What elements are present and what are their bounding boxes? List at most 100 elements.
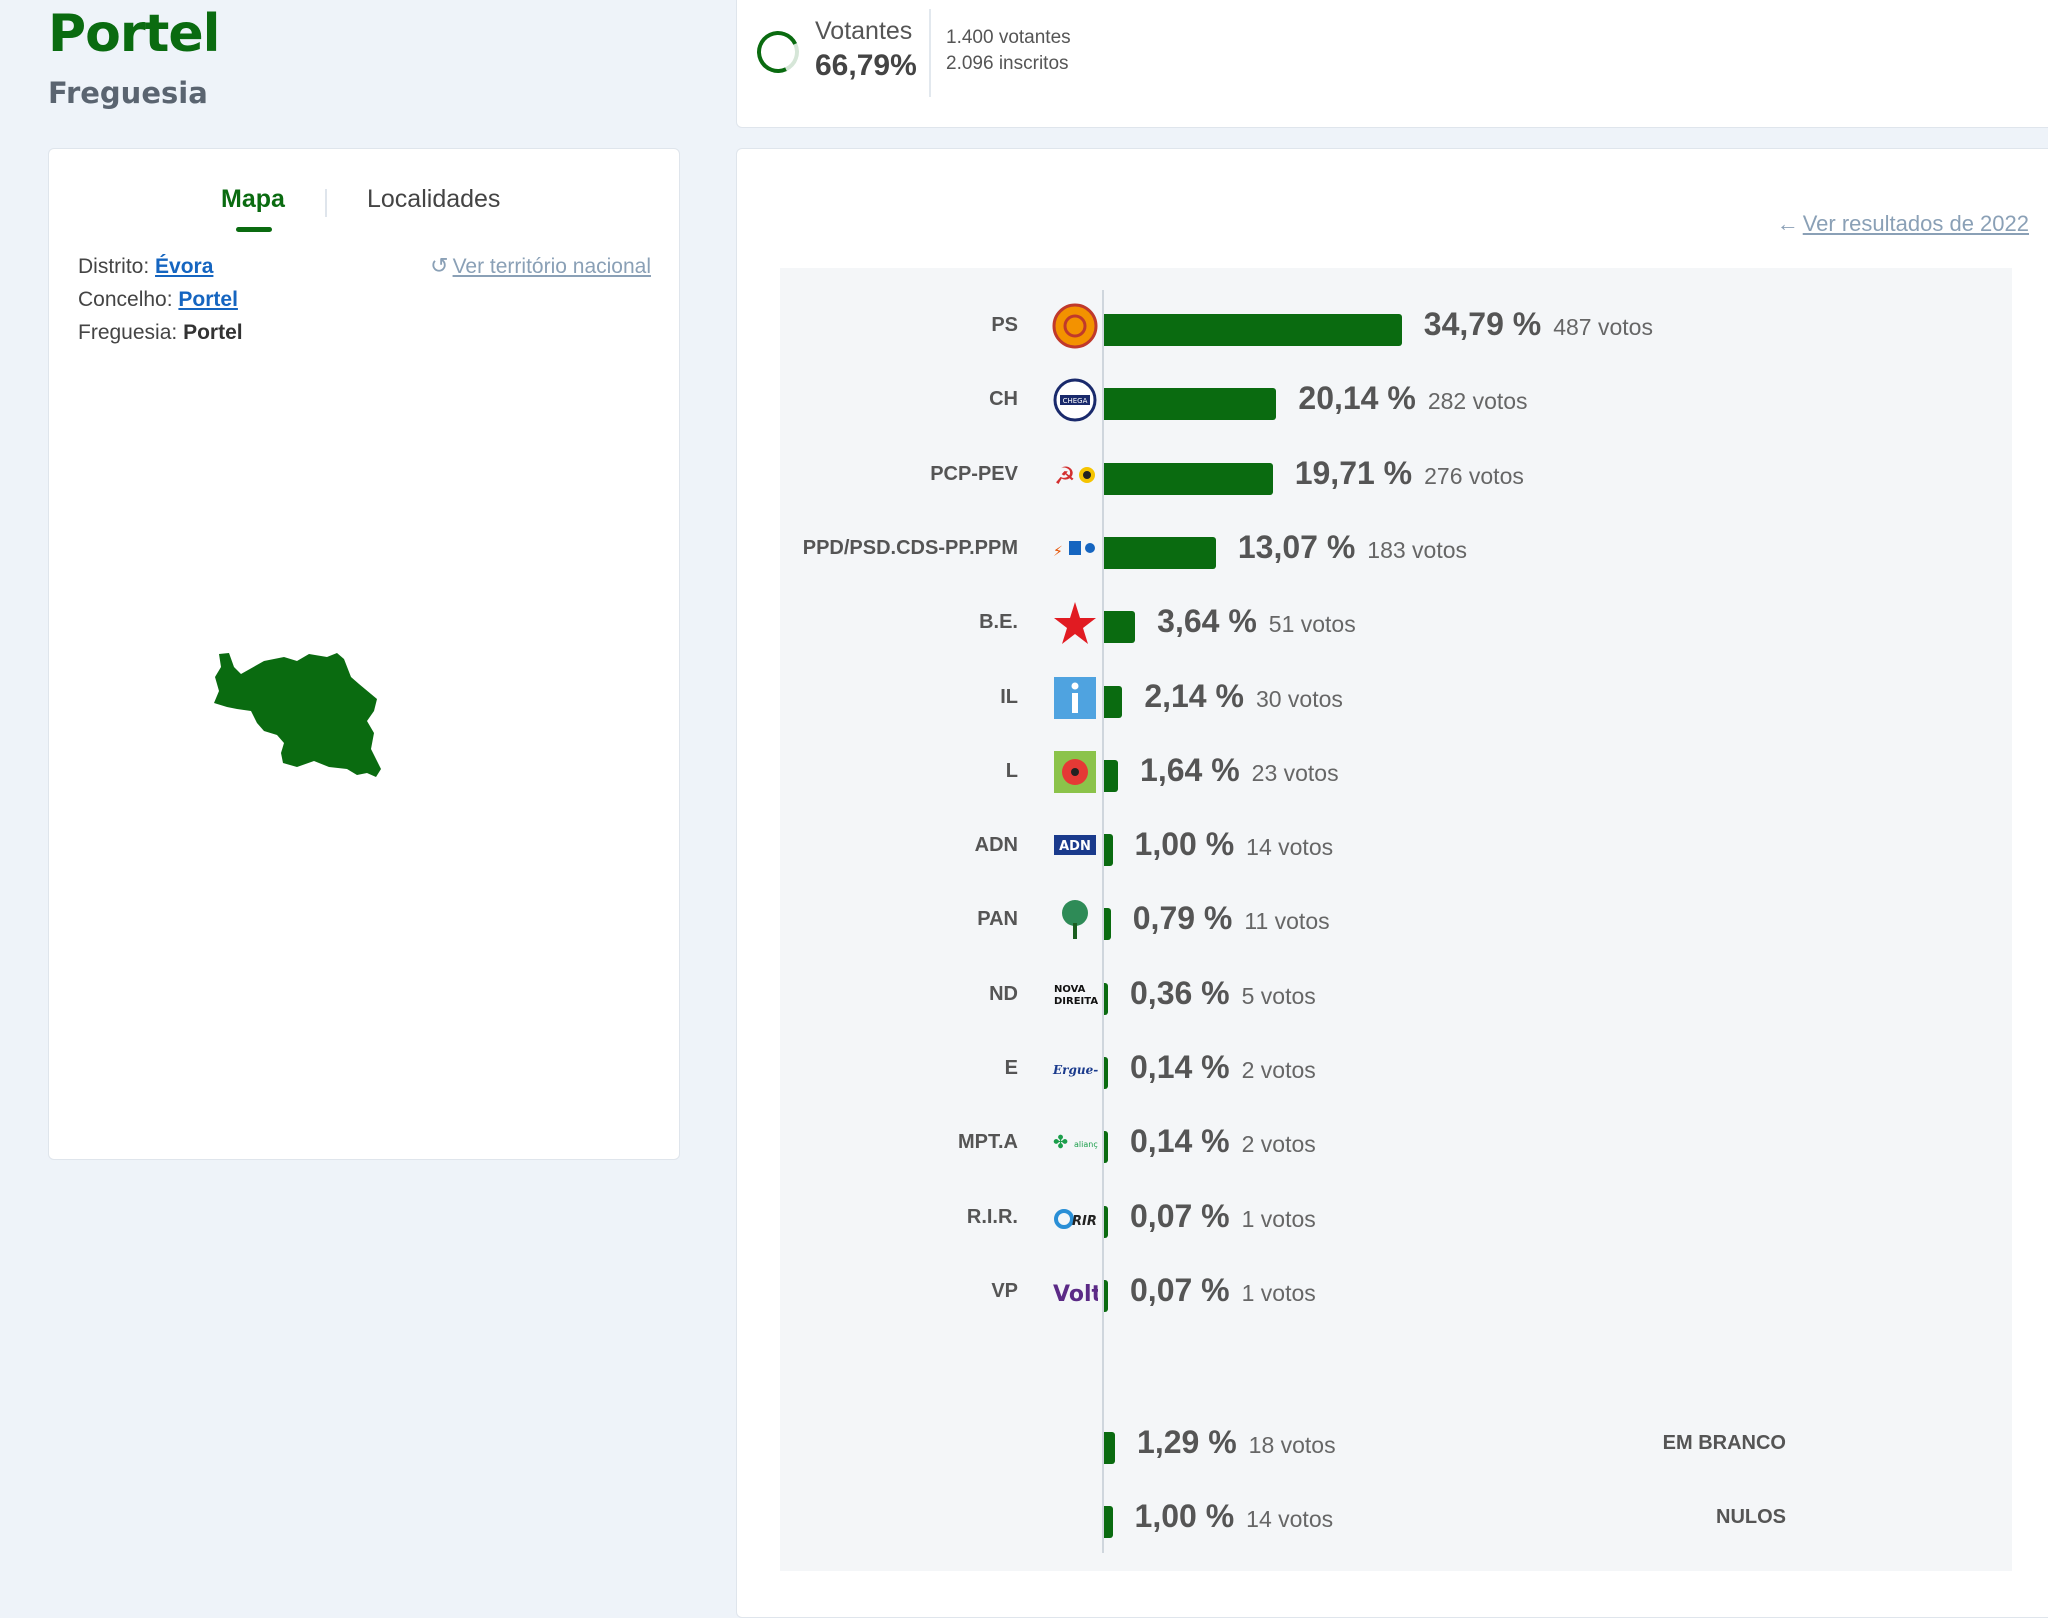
result-percent: 1,64 % 23 votos [1140, 751, 1339, 788]
result-row: E Ergue-te 0,14 %2 votos [780, 1043, 2012, 1095]
result-percent: 0,79 % 11 votos [1132, 900, 1330, 937]
undo-icon: ↺ [430, 253, 449, 278]
result-votes: 51 votos [1268, 611, 1356, 638]
svg-text:Volt: Volt [1053, 1282, 1098, 1307]
result-bar [1104, 1205, 1108, 1238]
svg-text:RIR: RIR [1072, 1214, 1097, 1229]
page-title: Portel [48, 4, 220, 64]
turnout-progress-icon [751, 25, 805, 79]
national-territory-link[interactable]: ↺ Ver território nacional [430, 253, 651, 278]
result-row: PPD/PSD.CDS-PP.PPM ⚡ 13,07 % 183 votos [780, 523, 2012, 575]
parish-map[interactable] [209, 649, 409, 799]
party-name: R.I.R. [966, 1205, 1018, 1228]
result-bar [1104, 982, 1108, 1015]
page-subtitle: Freguesia [48, 76, 208, 110]
ad-logo-icon: ⚡ [1053, 540, 1095, 560]
result-votes: 2 votos [1241, 1131, 1316, 1158]
arrow-left-icon: ← [1776, 211, 1799, 236]
tab-localidades[interactable]: Localidades [367, 185, 501, 213]
result-bar [1104, 388, 1277, 421]
result-percent: 0,07 % 1 votos [1130, 1197, 1316, 1234]
parish-row: Freguesia: Portel [78, 321, 243, 345]
result-percent: 0,36 % 5 votos [1130, 974, 1316, 1011]
be-star-logo-icon [1054, 602, 1096, 645]
district-label: Distrito: [78, 255, 150, 278]
result-row: NULOS 1,00 % 14 votos [780, 1492, 2012, 1544]
result-percent: 2,14 % 30 votos [1144, 677, 1343, 714]
county-link[interactable]: Portel [178, 288, 238, 311]
result-votes: 183 votos [1367, 536, 1468, 563]
result-percent: 34,79 % 487 votos [1423, 306, 1653, 342]
party-name: L [1005, 759, 1018, 782]
svg-text:DIREITA: DIREITA [1054, 996, 1098, 1007]
turnout-label: Votantes [815, 17, 913, 45]
result-bar [1104, 759, 1119, 792]
result-row: R.I.R. RIR 0,07 % 1 votos [780, 1192, 2012, 1244]
svg-text:NOVA: NOVA [1054, 984, 1086, 995]
result-votes: 5 votos [1241, 982, 1316, 1009]
parish-value: Portel [183, 321, 243, 344]
voters-count: 1.400 votantes [946, 27, 1071, 48]
svg-text:☭: ☭ [1054, 462, 1076, 490]
rir-logo-icon: RIR [1054, 1208, 1097, 1229]
cdu-logo-icon: ☭ [1054, 462, 1095, 490]
result-row: CH CHEGA 20,14 % 282 votos [780, 374, 2012, 426]
result-row: L 1,64 % 23 votos [780, 746, 2012, 798]
result-bar [1104, 314, 1402, 346]
result-votes: 487 votos [1553, 314, 1653, 340]
party-name: PAN [977, 908, 1018, 931]
district-row: Distrito: Évora [78, 255, 213, 279]
result-percent: 1,29 % 18 votos [1137, 1424, 1336, 1460]
party-name: PPD/PSD.CDS-PP.PPM [802, 536, 1018, 559]
result-votes: 282 votos [1427, 388, 1528, 415]
party-name: NULOS [1716, 1506, 1786, 1528]
county-label: Concelho: [78, 288, 173, 311]
result-percent: 19,71 % 276 votos [1294, 454, 1524, 491]
result-bar [1104, 834, 1113, 867]
pan-logo-icon [1062, 900, 1088, 940]
party-name: ND [989, 982, 1018, 1005]
svg-text:Ergue-te: Ergue-te [1052, 1063, 1098, 1077]
party-name: EM BRANCO [1662, 1432, 1786, 1454]
result-row: PS 34,79 % 487 votos [780, 300, 2012, 352]
result-bar [1104, 1057, 1108, 1089]
mpt-alianca-logo-icon: ✤ aliança [1053, 1132, 1098, 1153]
result-row: B.E. 3,64 % 51 votos [780, 597, 2012, 649]
result-bar [1104, 1131, 1108, 1164]
result-row: ADN ADN 1,00 % 14 votos [780, 820, 2012, 872]
volt-logo-icon: Volt [1053, 1282, 1098, 1307]
district-link[interactable]: Évora [155, 255, 214, 278]
result-votes: 1 votos [1241, 1205, 1316, 1232]
result-row: VP Volt 0,07 % 1 votos [780, 1266, 2012, 1318]
ps-logo-icon [1052, 303, 1098, 349]
result-votes: 23 votos [1251, 759, 1339, 786]
result-votes: 2 votos [1241, 1057, 1316, 1083]
result-votes: 11 votos [1244, 908, 1330, 935]
result-percent: 1,00 % 14 votos [1134, 826, 1334, 863]
result-percent: 20,14 % 282 votos [1298, 380, 1528, 417]
ergue-te-logo-icon: Ergue-te [1052, 1063, 1098, 1077]
adn-logo-icon: ADN [1054, 835, 1096, 856]
result-bar [1104, 1506, 1113, 1538]
result-percent: 3,64 % 51 votos [1157, 603, 1356, 640]
svg-text:⚡: ⚡ [1053, 544, 1063, 560]
result-percent: 0,14 % 2 votos [1130, 1049, 1316, 1085]
svg-text:aliança: aliança [1074, 1140, 1098, 1149]
result-percent: 1,00 % 14 votos [1134, 1498, 1334, 1534]
map-panel: Mapa Localidades Distrito: Évora Concelh… [48, 148, 680, 1160]
svg-text:✤: ✤ [1053, 1132, 1068, 1153]
party-name: PS [991, 314, 1018, 336]
previous-results-link[interactable]: ← Ver resultados de 2022 [1776, 211, 2029, 236]
tab-mapa[interactable]: Mapa [221, 185, 285, 232]
result-percent: 0,14 % 2 votos [1130, 1123, 1316, 1160]
chega-logo-icon: CHEGA [1053, 378, 1097, 422]
result-votes: 14 votos [1246, 834, 1334, 861]
turnout-percent: 66,79% [815, 49, 917, 82]
svg-text:CHEGA: CHEGA [1063, 397, 1088, 405]
result-votes: 30 votos [1255, 685, 1343, 712]
party-name: IL [1000, 685, 1018, 708]
result-bar [1104, 536, 1216, 569]
result-bar [1104, 908, 1111, 941]
result-row: PAN 0,79 % 11 votos [780, 894, 2012, 946]
